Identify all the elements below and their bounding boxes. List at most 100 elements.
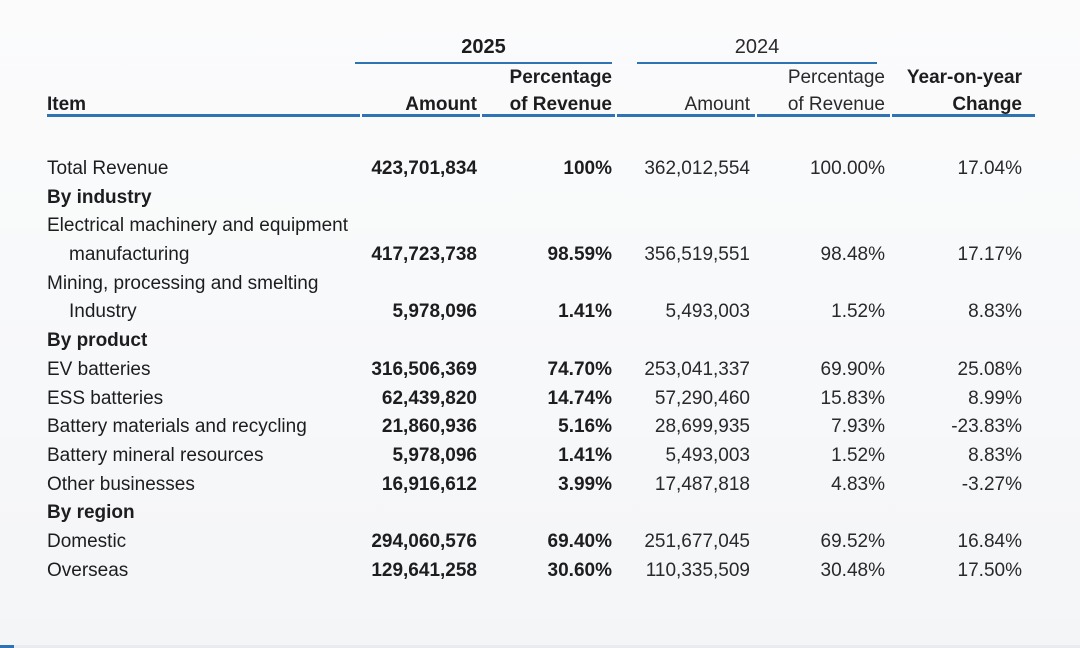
cell-amount-2024: 5,493,003 bbox=[665, 301, 750, 323]
cell-yoy-change bbox=[892, 327, 1035, 356]
row-label: ESS batteries bbox=[47, 387, 164, 409]
cell-yoy-change: 17.50% bbox=[957, 559, 1022, 581]
cell-amount-2024: 110,335,509 bbox=[645, 559, 750, 581]
cell-pct-2025 bbox=[482, 499, 617, 528]
cell-amount-2025: 5,978,096 bbox=[392, 444, 477, 466]
column-header-pct-2025: Percentage of Revenue bbox=[509, 67, 612, 115]
cell-pct-2024: 69.52% bbox=[820, 530, 885, 552]
cell-pct-2024: 98.48% bbox=[820, 244, 885, 266]
cell-pct-2024 bbox=[757, 212, 892, 241]
row-label: Overseas bbox=[47, 559, 129, 581]
row-label: By industry bbox=[47, 186, 152, 208]
revenue-table: 2025 2024 Item Amount Percentage of Reve… bbox=[47, 18, 1035, 585]
table-row: Electrical machinery and equipment bbox=[47, 212, 1035, 241]
cell-yoy-change: 17.17% bbox=[957, 244, 1022, 266]
cell-amount-2025 bbox=[362, 212, 482, 241]
row-label: EV batteries bbox=[47, 358, 151, 380]
cell-pct-2025: 100% bbox=[563, 158, 612, 179]
cell-pct-2024 bbox=[757, 327, 892, 356]
cell-amount-2024: 57,290,460 bbox=[654, 387, 750, 409]
cell-amount-2024: 17,487,818 bbox=[654, 473, 750, 495]
column-headers: Item Amount Percentage of Revenue Amount… bbox=[47, 64, 1035, 117]
header-rule bbox=[47, 114, 1035, 117]
row-label: By product bbox=[47, 330, 148, 352]
row-label: Battery materials and recycling bbox=[47, 416, 307, 438]
cell-pct-2025 bbox=[482, 327, 617, 356]
cell-pct-2025: 1.41% bbox=[558, 301, 612, 323]
cell-pct-2025: 74.70% bbox=[547, 358, 612, 380]
cell-amount-2025: 21,860,936 bbox=[381, 416, 477, 438]
cell-amount-2024 bbox=[617, 212, 757, 241]
row-label: manufacturing bbox=[69, 244, 190, 266]
column-header-yoy-change: Year-on-year Change bbox=[906, 67, 1022, 115]
cell-amount-2025 bbox=[362, 184, 482, 213]
cell-pct-2025: 3.99% bbox=[558, 473, 612, 495]
cell-yoy-change: -3.27% bbox=[961, 473, 1022, 495]
cell-amount-2024: 251,677,045 bbox=[644, 530, 750, 552]
cell-pct-2025: 1.41% bbox=[558, 444, 612, 466]
cell-pct-2024 bbox=[757, 184, 892, 213]
row-label: Mining, processing and smelting bbox=[47, 272, 319, 294]
cell-yoy-change: 8.83% bbox=[968, 444, 1022, 466]
cell-pct-2025 bbox=[482, 212, 617, 241]
row-label: Total Revenue bbox=[47, 158, 169, 179]
row-label: Domestic bbox=[47, 530, 127, 552]
cell-amount-2024: 362,012,554 bbox=[644, 158, 750, 179]
table-row: EV batteries 316,506,369 74.70% 253,041,337… bbox=[47, 356, 1035, 385]
row-label: Industry bbox=[69, 301, 137, 323]
table-row: Overseas 129,641,258 30.60% 110,335,509 30.4… bbox=[47, 557, 1035, 586]
cell-pct-2024: 100.00% bbox=[809, 158, 885, 179]
cell-amount-2025: 62,439,820 bbox=[381, 387, 477, 409]
cell-amount-2025: 5,978,096 bbox=[392, 301, 477, 323]
cell-pct-2025 bbox=[482, 270, 617, 299]
column-header-pct-2024: Percentage of Revenue bbox=[787, 67, 885, 115]
cell-pct-2025: 69.40% bbox=[547, 530, 612, 552]
cell-pct-2025: 98.59% bbox=[547, 244, 612, 266]
cell-pct-2024 bbox=[757, 499, 892, 528]
cell-yoy-change: 17.04% bbox=[957, 158, 1022, 179]
cell-amount-2024 bbox=[617, 270, 757, 299]
table-row: Battery materials and recycling 21,860,93… bbox=[47, 413, 1035, 442]
cell-yoy-change: 25.08% bbox=[957, 358, 1022, 380]
cell-pct-2024: 30.48% bbox=[820, 559, 885, 581]
bottom-track bbox=[0, 645, 1080, 648]
year-label-2025: 2025 bbox=[461, 36, 506, 58]
table-row: manufacturing 417,723,738 98.59% 356,519,55… bbox=[47, 241, 1035, 270]
year-group-2024: 2024 bbox=[637, 18, 877, 64]
cell-pct-2024: 1.52% bbox=[831, 444, 885, 466]
column-header-amount-2024: Amount bbox=[684, 94, 750, 115]
cell-pct-2024: 4.83% bbox=[831, 473, 885, 495]
cell-amount-2025: 16,916,612 bbox=[381, 473, 477, 495]
cell-amount-2025 bbox=[362, 499, 482, 528]
cell-amount-2025: 417,723,738 bbox=[371, 244, 477, 266]
cell-amount-2024: 28,699,935 bbox=[654, 416, 750, 438]
year-group-2025: 2025 bbox=[355, 18, 612, 64]
cell-pct-2024: 15.83% bbox=[820, 387, 885, 409]
row-label: By region bbox=[47, 502, 135, 524]
cell-pct-2024: 1.52% bbox=[831, 301, 885, 323]
table-row: Other businesses 16,916,612 3.99% 17,487,81… bbox=[47, 471, 1035, 500]
cell-pct-2024: 7.93% bbox=[831, 416, 885, 438]
bottom-track-played bbox=[0, 645, 14, 648]
cell-yoy-change bbox=[892, 499, 1035, 528]
cell-pct-2025 bbox=[482, 184, 617, 213]
cell-pct-2025: 30.60% bbox=[547, 559, 612, 581]
cell-amount-2025: 316,506,369 bbox=[371, 358, 477, 380]
column-header-item: Item bbox=[47, 94, 87, 115]
cell-pct-2025: 5.16% bbox=[558, 416, 612, 438]
table-body: Total Revenue 423,701,834 100% 362,012,554 1… bbox=[47, 155, 1035, 585]
row-label: Other businesses bbox=[47, 473, 195, 495]
table-header: 2025 2024 Item Amount Percentage of Reve… bbox=[47, 18, 1035, 117]
cell-pct-2024: 69.90% bbox=[820, 358, 885, 380]
cell-yoy-change bbox=[892, 184, 1035, 213]
cell-amount-2024: 253,041,337 bbox=[644, 358, 750, 380]
column-header-amount-2025: Amount bbox=[405, 94, 477, 115]
row-label: Battery mineral resources bbox=[47, 444, 264, 466]
cell-amount-2024 bbox=[617, 327, 757, 356]
cell-yoy-change bbox=[892, 212, 1035, 241]
row-label: Electrical machinery and equipment bbox=[47, 215, 348, 237]
cell-amount-2025 bbox=[362, 327, 482, 356]
table-row: Battery mineral resources 5,978,096 1.41% 5… bbox=[47, 442, 1035, 471]
cell-amount-2024 bbox=[617, 184, 757, 213]
